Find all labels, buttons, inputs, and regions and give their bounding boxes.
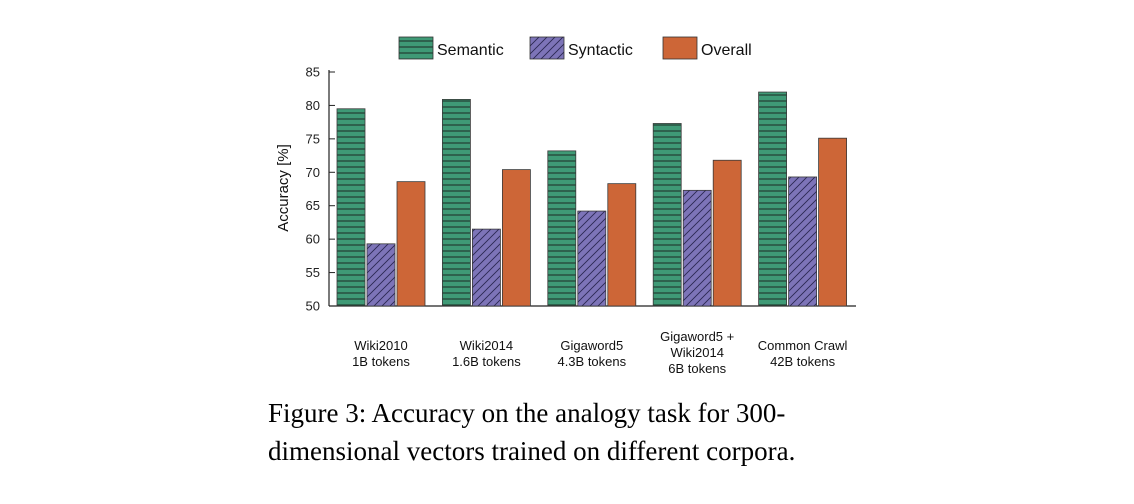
x-category-label: Gigaword5 + Wiki2014 6B tokens	[660, 329, 734, 376]
bar-overall-5	[818, 137, 847, 307]
bar-semantic-3	[547, 150, 577, 307]
figure-caption: Figure 3: Accuracy on the analogy task f…	[268, 394, 908, 470]
legend-swatch-syntactic	[529, 36, 565, 60]
bar-semantic-5	[758, 91, 787, 307]
bar-overall-4	[712, 159, 742, 307]
chart-legend: Semantic Syntactic Overall	[398, 36, 752, 60]
bar-syntactic-5	[788, 176, 817, 307]
y-axis-label: Accuracy [%]	[275, 144, 292, 232]
bar-syntactic-3	[577, 210, 607, 307]
legend-label-semantic: Semantic	[437, 42, 504, 59]
bar-semantic-2	[441, 99, 471, 307]
y-tick-label: 50	[306, 299, 320, 314]
bar-syntactic-4	[682, 189, 712, 307]
x-category-label: Gigaword5 4.3B tokens	[557, 338, 626, 369]
bar-syntactic-1	[366, 243, 396, 307]
bar-chart: Semantic Syntactic Overall 50 55 60 65 70 75 80 8…	[275, 36, 856, 376]
chart-bars	[336, 91, 847, 307]
legend-label-syntactic: Syntactic	[568, 42, 633, 59]
bar-semantic-1	[336, 108, 366, 307]
y-tick-label: 55	[306, 265, 320, 280]
y-tick-label: 85	[306, 65, 320, 80]
category-labels: Wiki2010 1B tokens Wiki2014 1.6B tokens Giga…	[352, 329, 847, 376]
legend-label-overall: Overall	[701, 42, 752, 59]
y-tick-label: 70	[306, 165, 320, 180]
legend-swatch-semantic	[398, 36, 434, 60]
x-category-label: Wiki2010 1B tokens	[352, 338, 410, 369]
y-tick-label: 60	[306, 232, 320, 247]
bar-overall-3	[607, 183, 637, 307]
caption-line-1: Figure 3: Accuracy on the analogy task f…	[268, 398, 786, 428]
bar-overall-2	[501, 169, 531, 307]
bar-syntactic-2	[471, 228, 501, 307]
legend-swatch-overall	[662, 36, 698, 60]
y-tick-label: 80	[306, 98, 320, 113]
x-category-label: Wiki2014 1.6B tokens	[452, 338, 521, 369]
bar-overall-1	[396, 181, 426, 307]
caption-line-2: dimensional vectors trained on different…	[268, 436, 796, 466]
y-tick-label: 65	[306, 198, 320, 213]
y-tick-label: 75	[306, 131, 320, 146]
bar-semantic-4	[652, 123, 682, 307]
x-category-label: Common Crawl 42B tokens	[758, 338, 848, 369]
